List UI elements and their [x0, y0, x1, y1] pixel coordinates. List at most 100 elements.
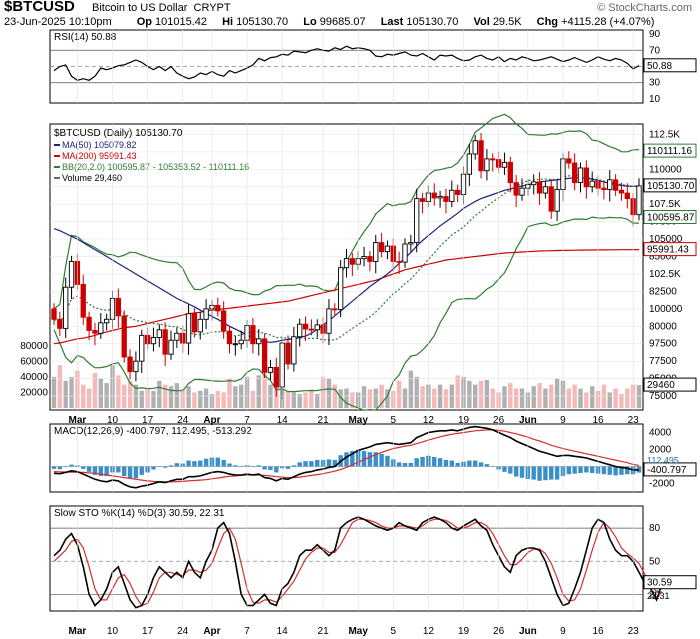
x-tick-label: 24 — [177, 415, 189, 426]
rsi-tick-label: 30 — [649, 78, 661, 89]
volume-bar — [51, 376, 57, 408]
volume-bar — [157, 380, 162, 408]
quote-line: 23-Jun-2025 10:10pm Op 101015.42 Hi 1051… — [4, 16, 666, 28]
price-tick-label: 82500 — [649, 286, 677, 297]
macd-histogram-bar — [432, 456, 437, 467]
macd-histogram-bar — [619, 466, 624, 475]
macd-histogram-bar — [396, 462, 402, 467]
rsi-title: RSI(14) 50.88 — [54, 32, 117, 43]
volume-bar — [478, 380, 484, 408]
macd-tick-label: -2000 — [649, 479, 675, 490]
candle-body — [174, 332, 180, 341]
x-tick-label-bottom: 17 — [142, 626, 154, 637]
volume-bar — [543, 388, 548, 408]
copyright: © StockCharts.com — [597, 2, 692, 14]
legend-item: MA(50) 105079.82 — [62, 140, 137, 150]
chg-value: +4115.28 (+4.07%) — [561, 16, 655, 28]
volume-bar — [291, 392, 297, 408]
macd-histogram-bar — [198, 460, 203, 467]
macd-histogram-bar — [408, 462, 414, 467]
macd-histogram-bar — [537, 466, 542, 481]
x-tick-label: 19 — [458, 415, 470, 426]
volume-tick-label: 60000 — [20, 356, 48, 367]
volume-bar — [408, 370, 414, 408]
volume-bar — [233, 386, 238, 408]
sto-title: Slow STO %K(14) %D(3) 30.59, 22.31 — [54, 508, 225, 519]
symbol-exchange: CRYPT — [193, 2, 231, 14]
volume-bar — [367, 389, 373, 408]
legend-item: Volume 29,460 — [62, 173, 122, 183]
candle-body — [548, 186, 554, 212]
symbol-title: $BTCUSD — [4, 0, 75, 15]
x-tick-label: May — [348, 415, 368, 426]
volume-bar — [590, 386, 595, 408]
candle-body — [437, 196, 443, 199]
sto-k-value-label-box — [643, 575, 697, 590]
volume-bar — [192, 392, 197, 408]
candle-body — [332, 308, 338, 311]
volume-tick-label: 20000 — [20, 387, 48, 398]
volume-bar — [86, 388, 92, 408]
volume-bar — [484, 380, 490, 408]
volume-bar — [531, 386, 536, 408]
last-label: Last — [380, 16, 404, 28]
bb-upper-value-label-box — [643, 143, 697, 158]
volume-bar — [98, 378, 103, 408]
macd-histogram-bar — [402, 462, 408, 467]
macd-histogram-bar — [297, 462, 302, 467]
price-title: $BTCUSD (Daily) 105130.70 — [54, 128, 183, 139]
volume-bar — [513, 388, 519, 408]
candle-body — [449, 189, 455, 202]
candle-body — [636, 185, 642, 216]
macd-histogram-bar — [151, 466, 156, 470]
volume-bar — [186, 386, 191, 408]
candle-body — [408, 242, 414, 245]
macd-histogram-bar — [490, 466, 495, 467]
macd-histogram-bar — [584, 466, 589, 473]
volume-bar — [303, 392, 308, 408]
candle-body — [139, 334, 145, 362]
ma200-value-label: 95991.43 — [647, 245, 689, 256]
macd-histogram-bar — [215, 457, 220, 467]
macd-histogram-bar — [203, 458, 209, 467]
candle-body — [285, 342, 291, 365]
volume-bar — [584, 392, 589, 408]
candle-body — [490, 158, 496, 161]
candle-body — [478, 140, 484, 172]
candle-body — [349, 258, 355, 265]
volume-bar — [350, 392, 355, 408]
x-tick-label: 7 — [244, 415, 250, 426]
candle-body — [267, 366, 274, 373]
macd-histogram-bar — [420, 456, 425, 467]
candle-body — [513, 182, 519, 196]
candle-body — [256, 338, 262, 345]
candle-body — [150, 337, 157, 345]
macd-histogram-bar — [133, 466, 139, 479]
volume-bar — [578, 388, 583, 408]
x-tick-label: 17 — [142, 415, 154, 426]
rsi-tick-label: 90 — [649, 29, 661, 40]
x-tick-label-bottom: 9 — [560, 626, 566, 637]
candle-body — [577, 167, 584, 184]
macd-histogram-bar — [443, 459, 449, 467]
macd-histogram-bar — [268, 466, 273, 471]
macd-histogram-bar — [478, 462, 484, 467]
x-tick-label-bottom: 23 — [628, 626, 640, 637]
macd-histogram-bar — [467, 460, 472, 467]
candle-body — [343, 258, 350, 269]
price-tick-label: 77500 — [649, 356, 677, 367]
x-tick-label: 9 — [560, 415, 566, 426]
sto-tick-label: 20 — [649, 589, 661, 600]
macd-histogram-bar — [57, 466, 63, 470]
x-tick-label-bottom: 16 — [592, 626, 604, 637]
symbol-subtitle: Bitcoin to US Dollar CRYPT — [92, 2, 231, 14]
volume-bar — [402, 388, 408, 408]
candle-body — [484, 158, 490, 172]
x-tick-label-bottom: 19 — [458, 626, 470, 637]
price-tick-label: 102.5K — [649, 269, 681, 280]
candle-body — [554, 189, 560, 212]
x-tick-label-bottom: 26 — [493, 626, 505, 637]
last-value: 105130.70 — [406, 16, 459, 28]
candle-body — [86, 316, 92, 331]
price-tick-label: 75000 — [649, 391, 677, 402]
